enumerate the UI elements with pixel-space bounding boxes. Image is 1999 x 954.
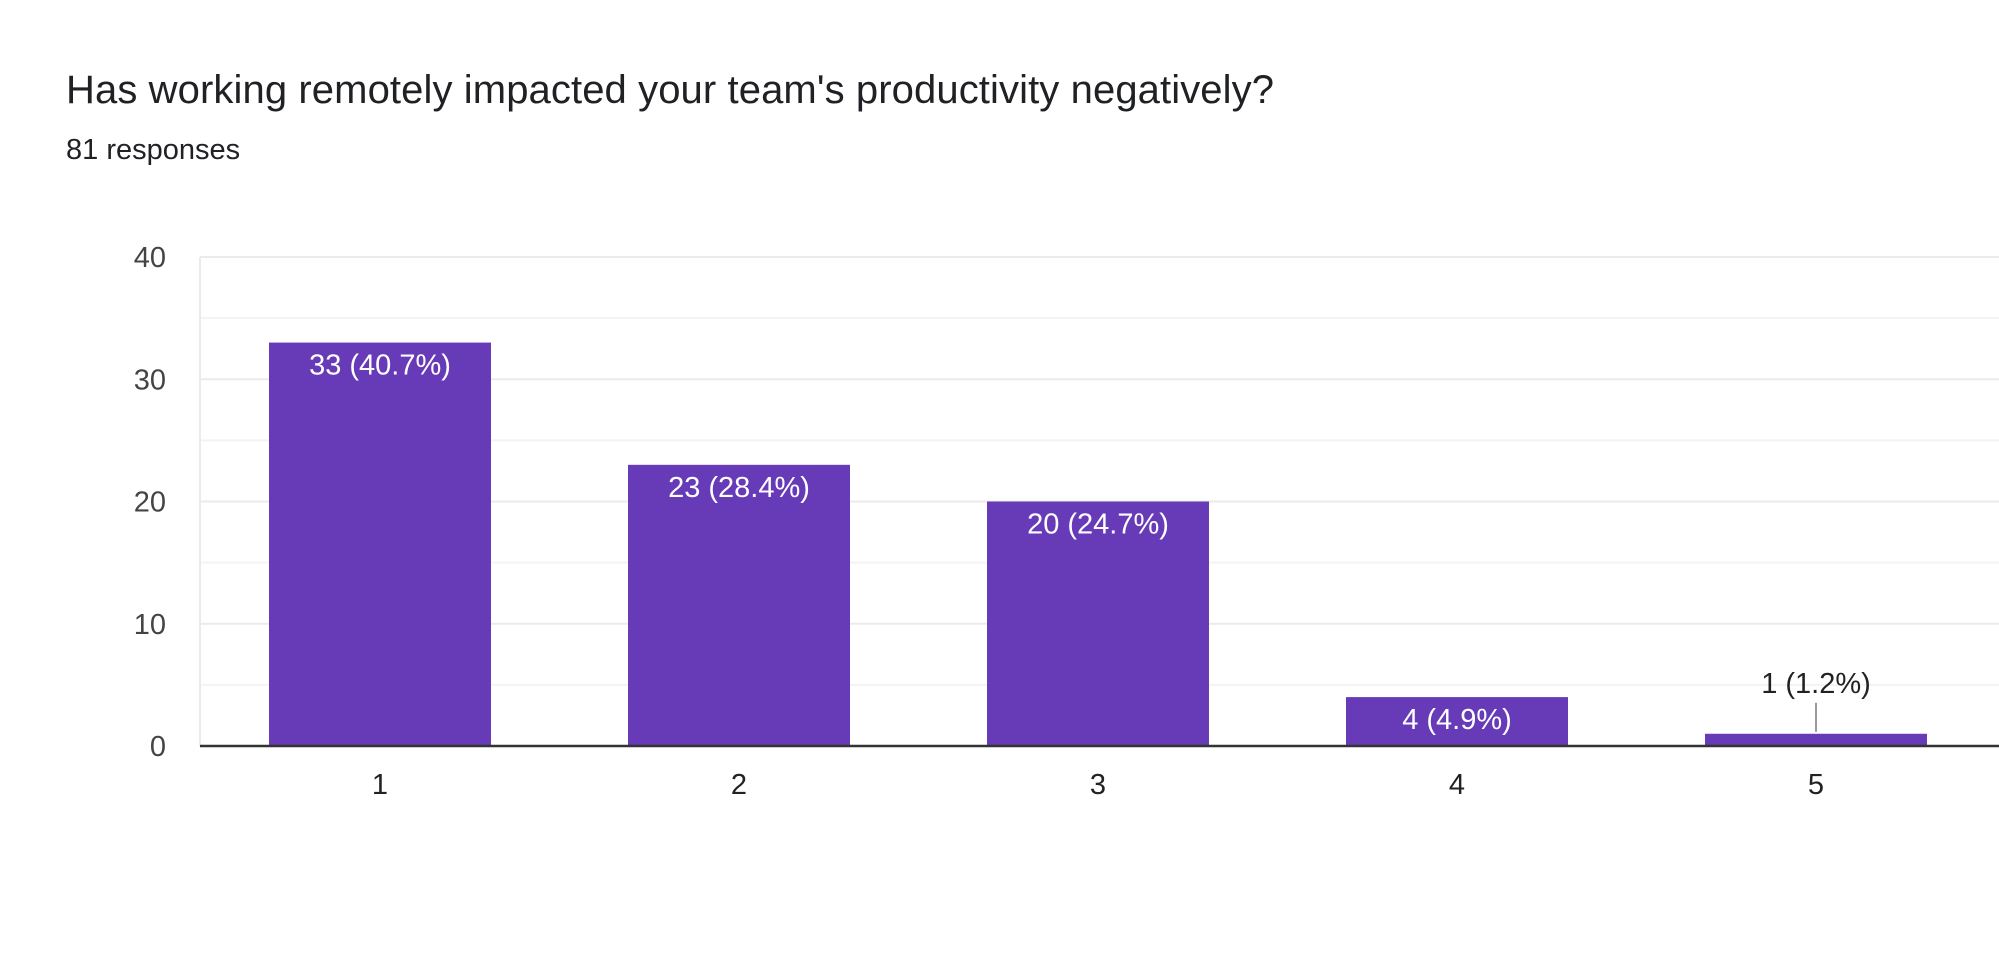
- x-axis-ticks: 1 2 3 4 5: [200, 744, 1999, 801]
- bar-data-label: 1 (1.2%): [1761, 668, 1871, 700]
- bar: [628, 464, 850, 746]
- bar-data-label: 33 (40.7%): [309, 350, 451, 382]
- x-tick-label: 2: [731, 769, 747, 801]
- x-tick-label: 5: [1808, 769, 1824, 801]
- y-tick-label: 40: [134, 242, 166, 274]
- bar-data-label: 20 (24.7%): [1027, 509, 1169, 541]
- y-tick-label: 30: [134, 364, 166, 396]
- bar: [1705, 733, 1927, 746]
- y-tick-label: 10: [134, 609, 166, 641]
- y-tick-label: 20: [134, 487, 166, 519]
- x-tick-label: 1: [372, 769, 388, 801]
- gridlines: [199, 256, 1999, 746]
- response-count: 81 responses: [66, 134, 241, 166]
- bar-data-label: 4 (4.9%): [1402, 704, 1512, 736]
- x-tick-label: 4: [1449, 769, 1465, 801]
- x-tick-label: 3: [1090, 769, 1106, 801]
- y-tick-label: 0: [150, 731, 166, 763]
- bar-data-label: 23 (28.4%): [668, 472, 810, 504]
- bar: [1346, 697, 1568, 746]
- bar: [269, 342, 491, 746]
- bars: [269, 342, 1927, 746]
- chart-title: Has working remotely impacted your team'…: [66, 68, 1275, 112]
- bar: [987, 501, 1209, 746]
- data-labels: 33 (40.7%) 23 (28.4%) 20 (24.7%) 4 (4.9%) 1 …: [309, 350, 1871, 737]
- y-axis-ticks: 0 10 20 30 40: [134, 242, 166, 763]
